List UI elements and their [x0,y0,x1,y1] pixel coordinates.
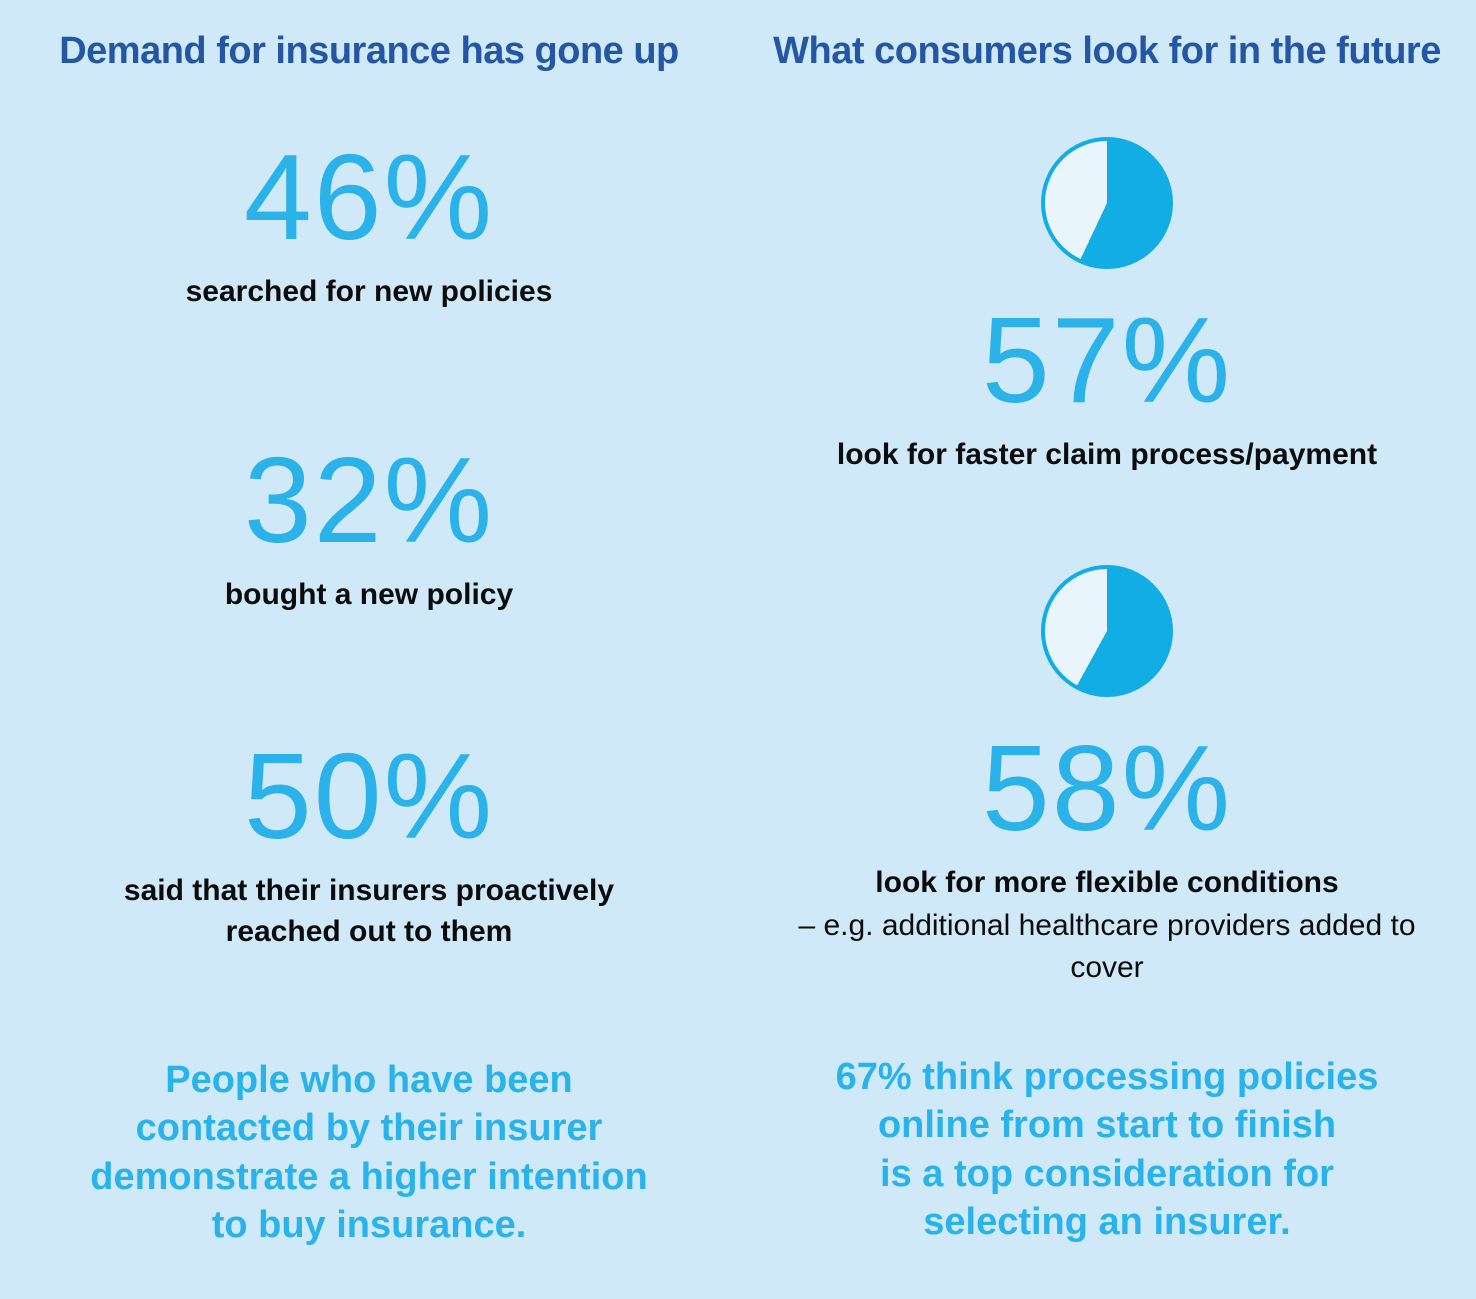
stat-searched-policies: 46% searched for new policies [0,133,738,312]
stat-flexible-conditions: 58% look for more flexible conditions – … [738,724,1476,988]
left-callout: People who have been contacted by their … [0,1056,738,1249]
callout-line: contacted by their insurer [135,1107,603,1150]
right-callout: 67% think processing policies online fro… [738,1053,1476,1246]
stat-faster-claims: 57% look for faster claim process/paymen… [738,296,1476,475]
left-column: Demand for insurance has gone up 46% sea… [0,30,738,1249]
stat-bought-policy: 32% bought a new policy [0,436,738,615]
stat-label: look for faster claim process/payment [836,438,1378,472]
stat-value: 50% [243,728,495,864]
callout-line: demonstrate a higher intention [90,1155,648,1198]
pie-chart-faster-claims [1041,137,1173,269]
stat-value: 46% [243,129,495,265]
callout-line: People who have been [165,1059,573,1101]
stat-label: look for more flexible conditions [875,866,1339,900]
stat-value: 58% [981,720,1233,856]
callout-line: 67% think processing policies [835,1056,1379,1098]
callout-line: to buy insurance. [211,1203,527,1246]
stat-label: said that their insurers proactively rea… [123,874,615,949]
stat-label: bought a new policy [224,578,514,612]
stat-value: 57% [981,292,1233,428]
callout-line: selecting an insurer. [923,1200,1291,1243]
right-heading: What consumers look for in the future [773,30,1441,72]
left-heading: Demand for insurance has gone up [59,30,679,72]
callout-line: is a top consideration for [880,1152,1334,1195]
pie-chart-flexible-conditions [1041,565,1173,697]
right-column: What consumers look for in the future 57… [738,0,1476,1299]
stat-label: searched for new policies [185,275,553,309]
stat-sublabel: – e.g. additional healthcare providers a… [798,909,1416,984]
stat-value: 32% [243,432,495,568]
callout-line: online from start to finish [877,1104,1337,1147]
stat-proactive-outreach: 50% said that their insurers proactively… [0,732,738,953]
